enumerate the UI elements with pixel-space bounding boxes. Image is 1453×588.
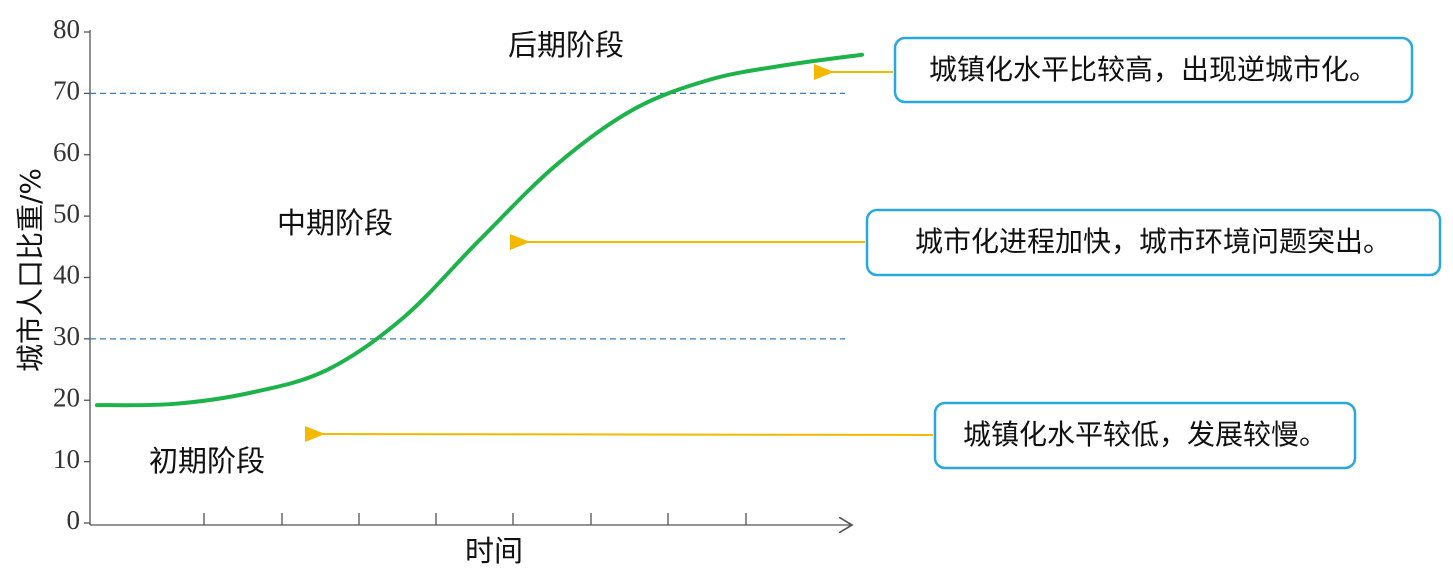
stage-label: 中期阶段 [277,206,393,240]
stage-label: 初期阶段 [149,444,265,478]
x-ticks [203,513,747,525]
y-tick-label: 30 [53,321,80,351]
y-tick-label: 60 [53,137,80,167]
callout-text: 城镇化水平比较高，出现逆城市化。 [929,53,1377,86]
y-tick-label: 80 [53,14,80,44]
line [95,52,864,408]
y-tick-label: 70 [53,76,80,106]
callout-text: 城镇化水平较低，发展较慢。 [963,418,1327,451]
callout-text: 城市化进程加快，城市环境问题突出。 [915,225,1391,258]
y-tick-label: 20 [53,382,80,412]
y-tick-label: 10 [53,444,80,474]
callout-boxes [304,36,1442,470]
y-axis-label: 城市人口比重/% [14,168,47,372]
stage-label: 后期阶段 [508,28,624,62]
y-tick-label: 50 [53,198,80,228]
y-tick-label: 40 [53,260,80,290]
x-axis-label: 时间 [465,534,523,568]
y-tick-label: 0 [67,505,81,535]
